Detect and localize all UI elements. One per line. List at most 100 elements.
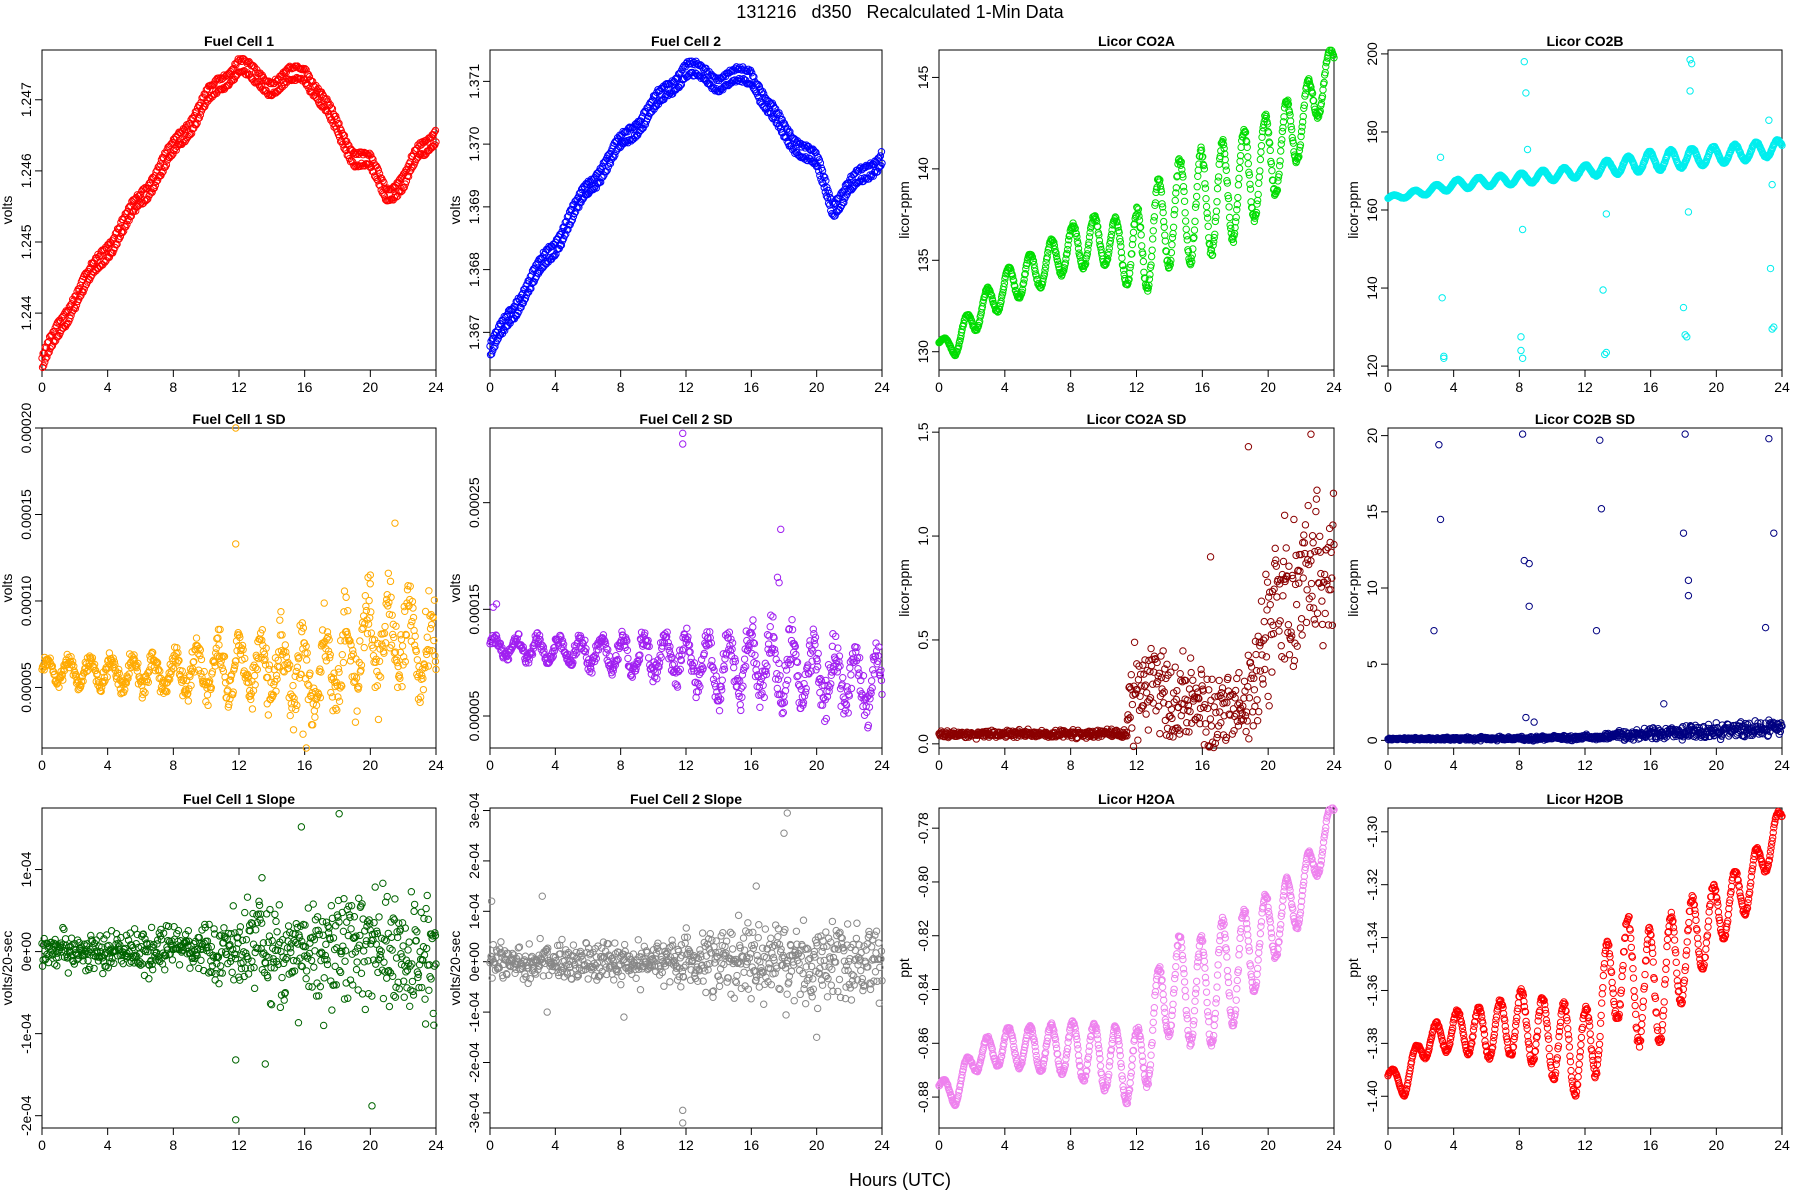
data-point [311,93,320,101]
data-point [589,175,598,183]
x-tick-label: 12 [1577,379,1593,395]
data-point [1041,263,1050,271]
plot-frame [1387,49,1783,371]
data-point [1223,179,1232,187]
data-point [1225,203,1233,211]
x-tick-label: 4 [1001,757,1009,773]
x-tick-label: 12 [231,379,247,395]
data-point [43,353,51,361]
data-point [1219,140,1228,149]
data-point [360,643,368,652]
x-tick-label: 24 [874,757,890,773]
data-point [382,185,390,194]
y-tick-label: 140 [915,157,931,181]
data-point [486,351,495,359]
x-tick-label: 8 [169,379,177,395]
data-point [148,188,156,196]
data-point [1234,181,1243,189]
data-point [1277,147,1285,155]
data-point [823,194,832,202]
data-point [1011,286,1020,295]
data-point [1116,238,1124,246]
data-point [1157,185,1165,194]
data-point [1162,247,1171,256]
data-point [1298,118,1307,126]
data-point [398,682,406,691]
data-point [995,305,1004,313]
data-point [1244,153,1252,161]
x-tick-label: 0 [1384,379,1392,395]
data-point [1274,173,1283,181]
y-axis-label: licor-ppm [1345,181,1361,239]
data-point [379,177,387,185]
data-point [1139,257,1148,266]
data-point [248,61,257,69]
data-point [801,153,810,161]
data-point [1254,190,1262,199]
data-point [1050,238,1058,246]
data-point [1157,188,1166,196]
data-point [1175,730,1184,738]
data-point [152,177,161,186]
data-point [232,540,240,548]
data-point [1128,250,1136,258]
data-point [1765,116,1773,124]
data-point [840,198,848,207]
data-point [1195,160,1203,168]
data-point [755,82,764,90]
x-tick-label: 20 [1260,757,1276,773]
data-point [1144,726,1153,734]
data-point [125,216,133,225]
data-point [1074,239,1082,248]
data-point [1179,173,1187,181]
y-axis-label: volts [447,196,463,225]
data-point [1092,217,1101,225]
data-point [1105,244,1114,253]
y-axis-label: volts [447,574,463,603]
data-point [1149,227,1157,235]
data-points [486,429,886,732]
data-point [1190,233,1198,242]
data-point [1183,236,1192,244]
data-point [1316,107,1324,115]
data-point [362,149,371,158]
data-point [1237,143,1245,152]
data-point [1129,228,1138,237]
data-point [1522,89,1530,97]
data-point [1130,220,1139,228]
data-point [867,677,876,685]
y-tick-label: 1.370 [466,126,482,161]
data-point [299,730,307,738]
data-points [935,430,1338,752]
data-point [1245,168,1253,177]
data-point [66,314,74,323]
data-point [351,163,359,171]
y-tick-label: 1.247 [18,82,34,117]
x-tick-label: 24 [1326,757,1342,773]
y-tick-label: 1.0 [915,526,931,546]
data-point [1242,138,1251,146]
plot-frame [489,49,883,371]
data-point [381,622,389,631]
data-points [486,57,886,359]
data-point [679,429,687,438]
data-point [1234,193,1242,202]
data-point [1235,164,1244,173]
data-point [1520,58,1528,66]
data-point [413,656,422,664]
data-point [432,138,440,146]
data-point [130,196,138,204]
data-point [1169,229,1177,238]
data-point [1179,647,1187,655]
data-point [386,577,395,586]
data-point [1213,198,1221,206]
data-point [1289,139,1298,147]
data-point [1146,270,1154,279]
x-tick-label: 24 [1326,379,1342,395]
data-point [1032,271,1040,280]
data-point [1137,231,1145,239]
data-point [322,95,330,104]
data-point [730,663,738,672]
x-tick-label: 24 [874,379,890,395]
data-point [408,617,416,626]
